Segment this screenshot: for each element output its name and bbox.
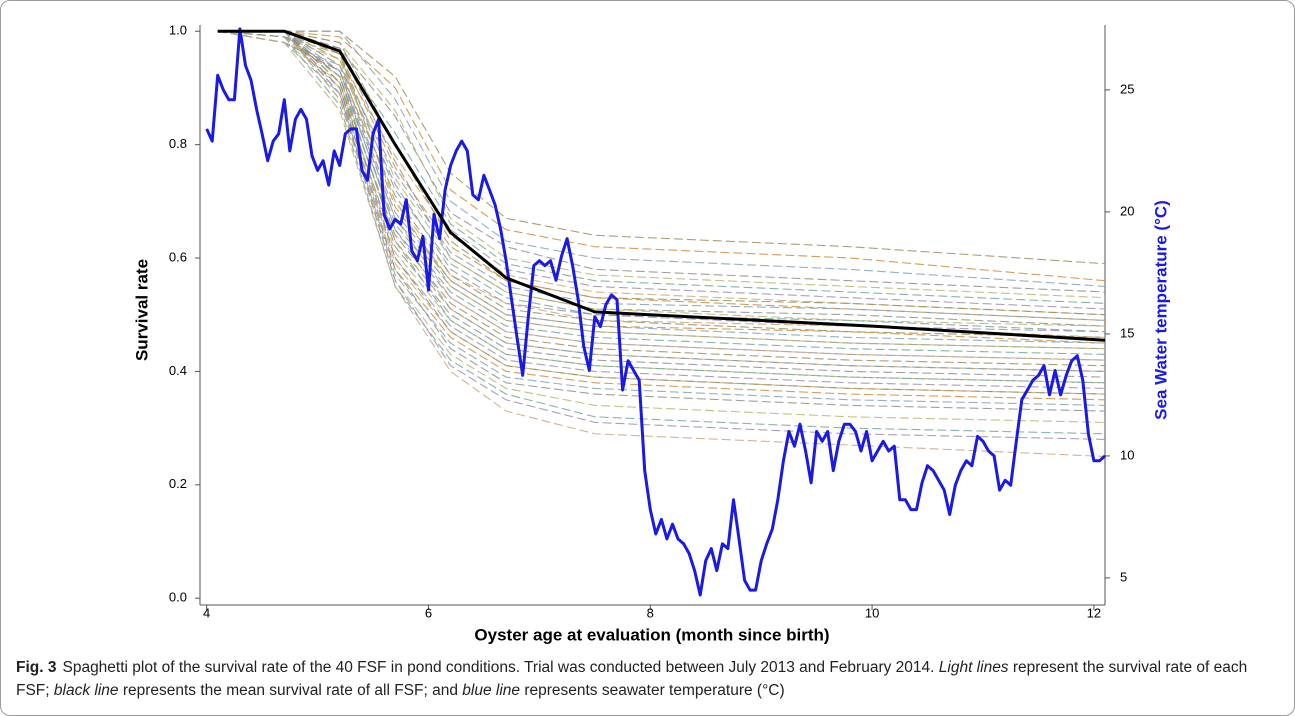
caption-text: represent the survival rate of each FSF; — [16, 659, 1248, 699]
fsf-line — [217, 30, 1106, 316]
fsf-line — [217, 30, 1106, 395]
x-axis-title: Oyster age at evaluation (month since bi… — [474, 625, 829, 644]
fsf-line — [217, 30, 1106, 372]
fsf-line — [217, 30, 1106, 350]
caption-text: Light lines — [938, 659, 1009, 676]
y2-tick-label: 20 — [1120, 203, 1134, 218]
y-axis-title: Survival rate — [132, 259, 151, 361]
x-tick-label: 8 — [647, 605, 654, 620]
fsf-line — [217, 30, 1106, 412]
fsf-line — [217, 30, 1106, 338]
fsf-line — [217, 30, 1106, 338]
fsf-line — [217, 30, 1106, 384]
y2-tick-label: 5 — [1120, 569, 1127, 584]
mean-line — [217, 29, 1106, 342]
fsf-line — [217, 30, 1106, 355]
y-tick-label: 0.8 — [169, 136, 187, 151]
chart: Oyster age at evaluation (month since bi… — [132, 23, 1170, 645]
x-tick-label: 4 — [203, 605, 210, 620]
fsf-line — [217, 30, 1106, 435]
x-tick-label: 10 — [865, 605, 879, 620]
y2-tick-label: 10 — [1120, 447, 1134, 462]
caption-text: represents seawater temperature (°C) — [520, 682, 785, 699]
fsf-line — [217, 30, 1106, 440]
y-tick-label: 1.0 — [169, 23, 187, 38]
y2-axis-title: Sea Water temperature (°C) — [1151, 200, 1170, 420]
fsf-line — [217, 30, 1106, 327]
fsf-line — [217, 30, 1106, 361]
fsf-line — [217, 30, 1106, 316]
fsf-line — [217, 30, 1106, 265]
fsf-line — [217, 30, 1106, 293]
y-tick-label: 0.6 — [169, 249, 187, 264]
fsf-line — [217, 30, 1106, 282]
caption-text: represents the mean survival rate of all… — [118, 682, 463, 699]
fsf-line — [217, 30, 1106, 333]
fsf-line — [217, 30, 1106, 423]
fsf-line — [217, 30, 1106, 361]
fsf-line — [217, 30, 1106, 321]
y-tick-label: 0.2 — [169, 476, 187, 491]
x-tick-label: 6 — [425, 605, 432, 620]
caption-text: Spaghetti plot of the survival rate of t… — [62, 659, 939, 676]
x-tick-label: 12 — [1087, 605, 1101, 620]
caption: Fig. 3 Spaghetti plot of the survival rat… — [16, 656, 1278, 702]
caption-label: Fig. 3 — [16, 659, 57, 676]
y-tick-label: 0.0 — [169, 590, 187, 605]
y2-tick-label: 15 — [1120, 325, 1134, 340]
caption-text: blue line — [462, 682, 521, 699]
caption-text: black line — [53, 682, 119, 699]
fsf-line — [217, 30, 1106, 458]
fsf-line — [217, 30, 1106, 333]
fsf-line — [217, 30, 1106, 287]
y2-tick-label: 25 — [1120, 81, 1134, 96]
y-tick-label: 0.4 — [169, 363, 187, 378]
temperature-line — [205, 27, 1106, 597]
fsf-line — [217, 30, 1106, 310]
fsf-line — [217, 30, 1106, 372]
